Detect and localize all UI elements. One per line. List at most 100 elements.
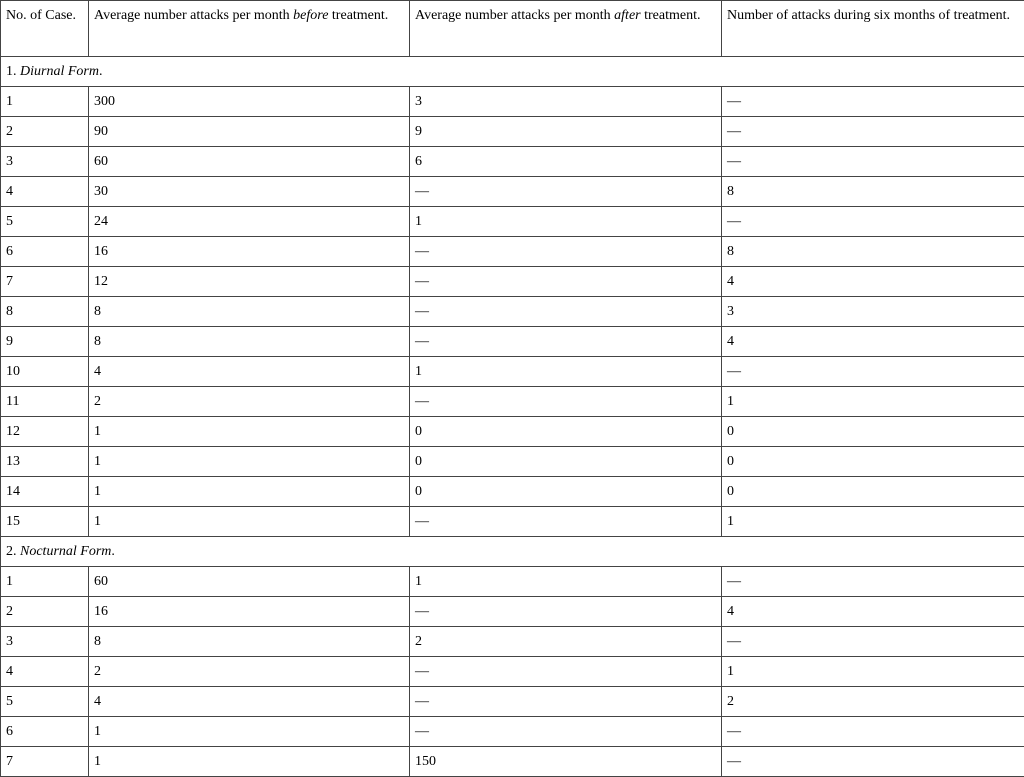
before-value: 16	[89, 597, 410, 627]
case-number: 2	[1, 117, 89, 147]
case-number: 1	[1, 567, 89, 597]
before-value: 24	[89, 207, 410, 237]
case-number: 4	[1, 657, 89, 687]
case-number: 11	[1, 387, 89, 417]
before-value: 8	[89, 627, 410, 657]
during-value: 0	[722, 477, 1024, 507]
case-number: 10	[1, 357, 89, 387]
after-value: —	[410, 507, 722, 537]
after-value: —	[410, 657, 722, 687]
after-value: 3	[410, 87, 722, 117]
before-value: 12	[89, 267, 410, 297]
before-value: 30	[89, 177, 410, 207]
case-number: 14	[1, 477, 89, 507]
case-number: 5	[1, 207, 89, 237]
before-value: 16	[89, 237, 410, 267]
before-value: 1	[89, 447, 410, 477]
during-value: 1	[722, 657, 1024, 687]
case-number: 13	[1, 447, 89, 477]
during-value: 4	[722, 267, 1024, 297]
after-value: —	[410, 177, 722, 207]
header-during: Number of attacks during six months of t…	[722, 1, 1024, 57]
case-number: 7	[1, 747, 89, 777]
before-value: 2	[89, 387, 410, 417]
case-number: 3	[1, 627, 89, 657]
section-row: 1. Diurnal Form.	[1, 57, 1024, 87]
after-value: —	[410, 717, 722, 747]
section-title: 1. Diurnal Form.	[1, 57, 1024, 87]
before-value: 1	[89, 477, 410, 507]
case-number: 6	[1, 237, 89, 267]
case-number: 3	[1, 147, 89, 177]
during-value: 4	[722, 327, 1024, 357]
after-value: 2	[410, 627, 722, 657]
during-value: —	[722, 207, 1024, 237]
during-value: 1	[722, 387, 1024, 417]
during-value: 3	[722, 297, 1024, 327]
case-number: 5	[1, 687, 89, 717]
during-value: —	[722, 717, 1024, 747]
before-value: 2	[89, 657, 410, 687]
case-number: 6	[1, 717, 89, 747]
after-value: —	[410, 687, 722, 717]
after-value: 150	[410, 747, 722, 777]
case-number: 7	[1, 267, 89, 297]
during-value: —	[722, 567, 1024, 597]
during-value: 2	[722, 687, 1024, 717]
after-value: —	[410, 237, 722, 267]
after-value: 0	[410, 447, 722, 477]
after-value: —	[410, 387, 722, 417]
after-value: 9	[410, 117, 722, 147]
after-value: 0	[410, 417, 722, 447]
after-value: 0	[410, 477, 722, 507]
after-value: —	[410, 297, 722, 327]
before-value: 60	[89, 147, 410, 177]
during-value: —	[722, 747, 1024, 777]
section-title: 2. Nocturnal Form.	[1, 537, 1024, 567]
header-after: Average number attacks per month after t…	[410, 1, 722, 57]
before-value: 1	[89, 747, 410, 777]
during-value: —	[722, 147, 1024, 177]
after-value: —	[410, 597, 722, 627]
case-number: 8	[1, 297, 89, 327]
before-value: 1	[89, 717, 410, 747]
during-value: 8	[722, 177, 1024, 207]
after-value: 1	[410, 207, 722, 237]
during-value: 1	[722, 507, 1024, 537]
before-value: 4	[89, 687, 410, 717]
during-value: 0	[722, 447, 1024, 477]
header-row: No. of Case. Average number attacks per …	[1, 1, 1024, 57]
after-value: 1	[410, 357, 722, 387]
before-value: 1	[89, 507, 410, 537]
during-value: 4	[722, 597, 1024, 627]
case-number: 4	[1, 177, 89, 207]
after-value: —	[410, 267, 722, 297]
during-value: —	[722, 117, 1024, 147]
header-before: Average number attacks per month before …	[89, 1, 410, 57]
during-value: 8	[722, 237, 1024, 267]
before-value: 300	[89, 87, 410, 117]
before-value: 60	[89, 567, 410, 597]
before-value: 8	[89, 297, 410, 327]
case-number: 1	[1, 87, 89, 117]
